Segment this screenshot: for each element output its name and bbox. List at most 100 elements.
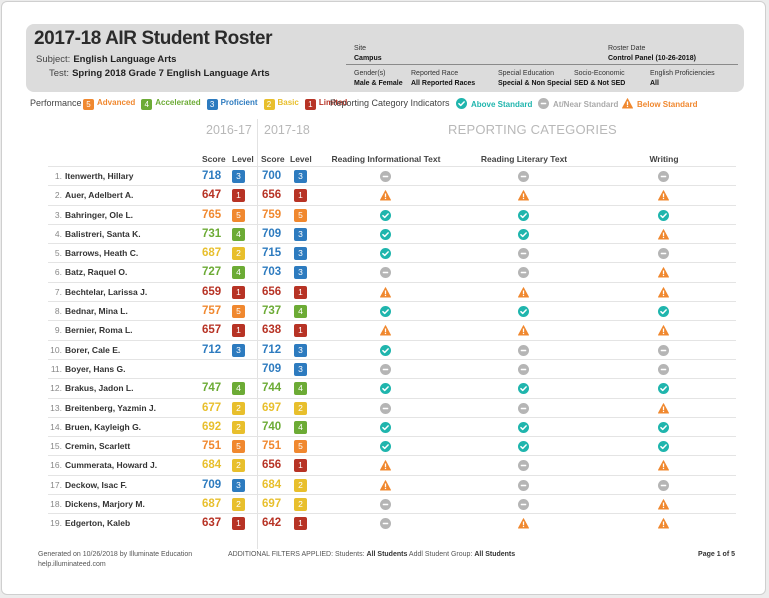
student-name[interactable]: Deckow, Isac F. (65, 479, 128, 490)
warning-triangle-icon (518, 190, 529, 201)
check-circle-icon (380, 248, 391, 260)
score-2017-18: 715 (262, 247, 282, 260)
student-name[interactable]: Bernier, Roma L. (65, 325, 133, 336)
level-badge: 2 (263, 99, 275, 110)
legend-level-basic: 2 Basic (263, 98, 299, 110)
race-field: Reported Race All Reported Races (411, 69, 475, 89)
group-label: Addl Student Group: (408, 551, 473, 558)
student-name[interactable]: Boyer, Hans G. (65, 363, 126, 374)
roster-date-label: Roster Date (608, 45, 646, 52)
student-name-cell: 11. Boyer, Hans G. (48, 360, 198, 378)
table-row[interactable]: 1. Itenwerth, Hillary 718 3 700 3 (48, 166, 736, 185)
student-name-cell: 6. Batz, Raquel O. (48, 263, 198, 281)
student-name[interactable]: Cremin, Scarlett (65, 441, 131, 452)
table-row[interactable]: 5. Barrows, Heath C. 687 2 715 3 (48, 243, 736, 262)
student-name[interactable]: Edgerton, Kaleb (65, 518, 131, 529)
table-row[interactable]: 10. Borer, Cale E. 712 3 712 3 (48, 339, 736, 359)
warning-triangle-icon (658, 190, 669, 201)
warning-triangle-icon (658, 286, 669, 298)
score-2016-17: 684 (202, 459, 222, 472)
table-row[interactable]: 18. Dickens, Marjory M. 687 2 697 2 (48, 494, 736, 513)
race-value: All Reported Races (411, 80, 476, 87)
table-row[interactable]: 7. Bechtelar, Larissa J. 659 1 656 1 (48, 281, 736, 301)
student-name[interactable]: Itenwerth, Hillary (65, 171, 134, 181)
table-row[interactable]: 3. Bahringer, Ole L. 765 5 759 5 (48, 204, 736, 224)
sped-field: Special Education Special & Non Special (498, 69, 572, 89)
student-name[interactable]: Borer, Cale E. (65, 344, 121, 355)
english-field: English Proficiencies All (650, 69, 715, 89)
score-2016-17: 709 (202, 478, 222, 491)
table-row[interactable]: 8. Bednar, Mina L. 757 5 737 4 (48, 301, 736, 320)
minus-circle-icon (518, 363, 529, 375)
table-row[interactable]: 13. Breitenberg, Yazmin J. 677 2 697 2 (48, 397, 736, 417)
student-name[interactable]: Bruen, Kayleigh G. (65, 421, 142, 432)
table-row[interactable]: 16. Cummerata, Howard J. 684 2 656 1 (48, 455, 736, 474)
student-name-cell: 13. Breitenberg, Yazmin J. (48, 399, 198, 417)
english-label: English Proficiencies (650, 70, 715, 77)
level-badge-2017-18: 2 (294, 498, 307, 512)
level-badge-2016-17: 5 (232, 208, 245, 222)
row-number: 13. (50, 402, 62, 413)
level-badge: 3 (206, 99, 218, 110)
student-name[interactable]: Batz, Raquel O. (65, 267, 128, 278)
help-link[interactable]: help.illuminateed.com (38, 561, 106, 568)
score-header-curr: Score (261, 154, 285, 164)
student-name-cell: 5. Barrows, Heath C. (48, 244, 198, 262)
level-badge-2016-17: 2 (232, 420, 245, 434)
check-circle-icon (380, 228, 391, 240)
table-row[interactable]: 14. Bruen, Kayleigh G. 692 2 740 4 (48, 416, 736, 436)
check-circle-icon (518, 306, 529, 318)
table-row[interactable]: 15. Cremin, Scarlett 751 5 751 5 (48, 436, 736, 455)
student-name[interactable]: Brakus, Jadon L. (65, 383, 134, 394)
check-circle-icon (518, 441, 529, 453)
gender-label: Gender(s) (354, 70, 386, 77)
level-badge-2017-18: 2 (294, 478, 307, 492)
table-row[interactable]: 4. Balistreri, Santa K. 731 4 709 3 (48, 223, 736, 243)
warning-triangle-icon (658, 460, 669, 471)
group-value: All Students (474, 551, 516, 558)
student-name-cell: 10. Borer, Cale E. (48, 341, 198, 359)
student-name[interactable]: Bahringer, Ole L. (65, 209, 134, 220)
score-header-prev: Score (202, 154, 226, 164)
score-2016-17: 731 (202, 227, 222, 240)
warning-triangle-icon (518, 286, 529, 298)
level-badge: 1 (304, 99, 316, 110)
student-name[interactable]: Bechtelar, Larissa J. (65, 286, 148, 297)
warning-triangle-icon (380, 190, 391, 201)
level-header-prev: Level (232, 154, 254, 164)
table-row[interactable]: 9. Bernier, Roma L. 657 1 638 1 (48, 320, 736, 339)
student-name-cell: 15. Cremin, Scarlett (48, 437, 198, 455)
row-number: 11. (50, 363, 62, 374)
level-label: Limited (318, 98, 348, 107)
student-name-cell: 8. Bednar, Mina L. (48, 302, 198, 320)
student-name[interactable]: Auer, Adelbert A. (65, 190, 134, 201)
table-row[interactable]: 19. Edgerton, Kaleb 637 1 642 1 (48, 513, 736, 532)
warning-triangle-icon (658, 499, 669, 510)
row-number: 1. (54, 171, 62, 181)
minus-circle-icon (518, 402, 529, 414)
roster-date-value: Control Panel (10-26-2018) (608, 55, 696, 62)
score-2016-17: 637 (202, 517, 222, 530)
check-circle-icon (518, 209, 529, 221)
student-name[interactable]: Breitenberg, Yazmin J. (65, 402, 157, 413)
level-badge-2017-18: 3 (294, 170, 307, 183)
table-row[interactable]: 12. Brakus, Jadon L. 747 4 744 4 (48, 378, 736, 397)
page-number: Page 1 of 5 (698, 551, 735, 558)
table-row[interactable]: 17. Deckow, Isac F. 709 3 684 2 (48, 474, 736, 494)
student-name[interactable]: Dickens, Marjory M. (65, 499, 145, 510)
table-row[interactable]: 2. Auer, Adelbert A. 647 1 656 1 (48, 185, 736, 204)
student-name[interactable]: Cummerata, Howard J. (65, 460, 158, 471)
student-name[interactable]: Balistreri, Santa K. (65, 228, 141, 239)
score-2017-18: 638 (262, 324, 282, 337)
socio-value: SED & Not SED (574, 80, 626, 87)
student-name[interactable]: Bednar, Mina L. (65, 306, 128, 317)
student-name[interactable]: Barrows, Heath C. (65, 248, 139, 259)
table-row[interactable]: 11. Boyer, Hans G. 709 3 (48, 358, 736, 378)
warning-triangle-icon (380, 479, 391, 491)
socio-label: Socio-Economic (574, 70, 625, 77)
table-row[interactable]: 6. Batz, Raquel O. 727 4 703 3 (48, 262, 736, 281)
check-circle-icon (658, 441, 669, 453)
student-name-cell: 14. Bruen, Kayleigh G. (48, 418, 198, 436)
filters-label: ADDITIONAL FILTERS APPLIED: (228, 551, 334, 558)
